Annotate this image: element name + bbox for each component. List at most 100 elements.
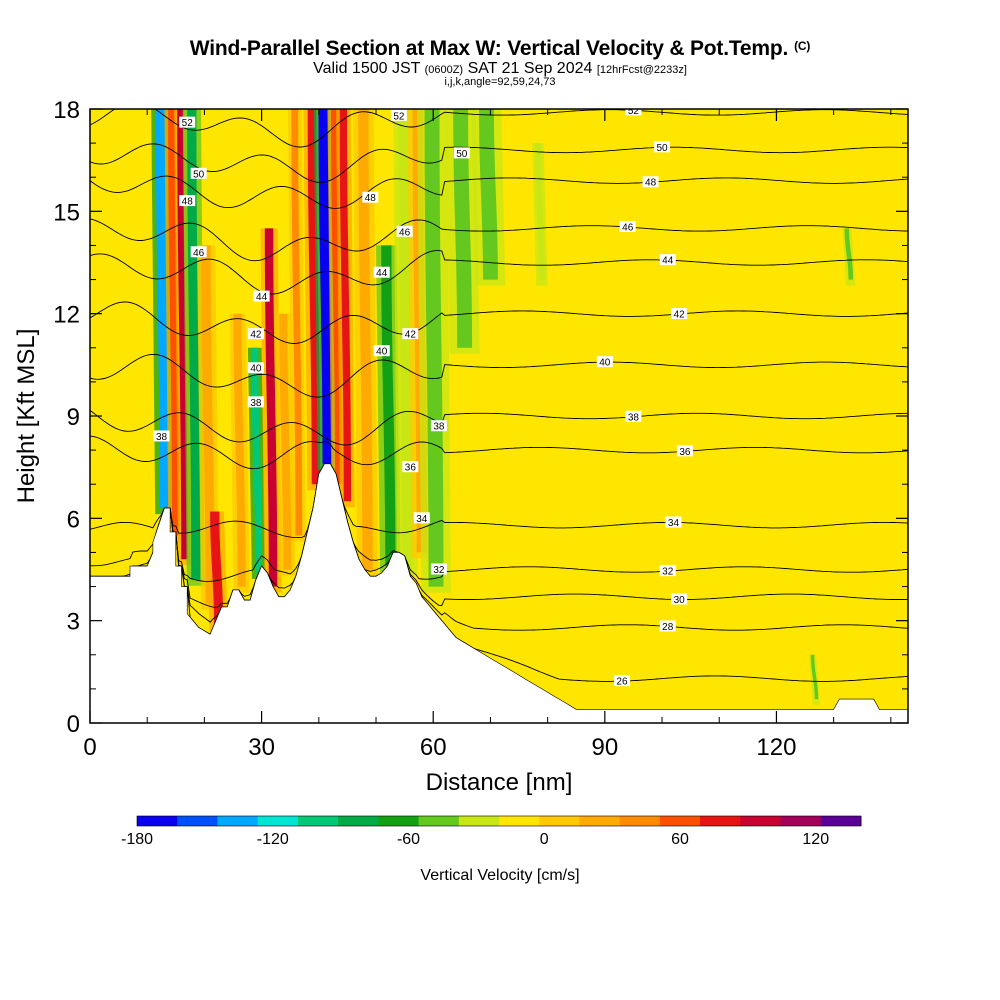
contour-label-text: 44	[376, 268, 388, 279]
x-tick-label: 90	[591, 734, 618, 761]
chart-title-text: Wind-Parallel Section at Max W: Vertical…	[189, 37, 789, 60]
colorbar-tick-label: -60	[397, 831, 420, 848]
contour-label-bg	[362, 191, 379, 203]
chart-subtitle: Valid 1500 JST (0600Z) SAT 21 Sep 2024 […	[0, 60, 1000, 78]
colorbar-swatch	[700, 816, 741, 826]
velocity-column	[210, 511, 224, 628]
velocity-column	[177, 109, 188, 560]
contour-label: 48	[179, 195, 196, 208]
velocity-column	[318, 109, 333, 464]
velocity-column	[844, 228, 854, 280]
contour-label: 36	[676, 445, 693, 458]
x-axis-title: Distance [nm]	[426, 769, 573, 796]
colorbar-tick-label: -120	[257, 831, 289, 848]
contour-label: 38	[625, 410, 642, 423]
contour-labels: 26 28 30 32 34 36 38 40 42 44 46 48 50 52 52 50 48 46 44 42…	[153, 106, 693, 688]
contour-label-bg	[402, 461, 419, 473]
colorbar-swatch	[619, 816, 661, 826]
contour-label: 46	[396, 225, 413, 238]
contour-label: 44	[373, 266, 390, 279]
forecast-info: [12hrFcst@2233z]	[596, 64, 687, 76]
y-axis-title: Height [Kft MSL]	[13, 329, 40, 504]
contour-label-text: 48	[645, 178, 657, 189]
contour-label-bg	[179, 116, 196, 128]
x-tick-label: 60	[420, 734, 447, 761]
contour-label-bg	[190, 167, 207, 179]
theta-contour-48	[90, 175, 908, 209]
velocity-column	[168, 109, 180, 536]
contour-label: 34	[413, 512, 430, 525]
contour-label: 48	[362, 191, 379, 204]
colorbar-border	[136, 815, 862, 827]
valid-zulu: (0600Z)	[424, 64, 464, 76]
copyright-mark: (C)	[794, 39, 811, 53]
contour-label: 38	[153, 430, 170, 443]
contour-label-text: 50	[456, 149, 468, 160]
theta-contour-36	[90, 435, 908, 470]
y-tick-label: 9	[67, 404, 80, 431]
contour-label-text: 48	[182, 197, 194, 208]
valid-time: Valid 1500 JST	[313, 60, 421, 77]
colorbar-tick-label: 0	[540, 831, 549, 848]
velocity-column	[810, 654, 819, 700]
contour-label: 32	[430, 563, 447, 576]
theta-contour-52	[90, 109, 908, 148]
y-tick-label: 0	[67, 711, 80, 738]
contour-label-bg	[671, 593, 688, 605]
contour-label-text: 34	[416, 514, 428, 525]
contour-label-bg	[190, 246, 207, 258]
contour-label-bg	[676, 445, 693, 457]
theta-contour-34	[90, 463, 908, 539]
contour-label-text: 52	[628, 106, 640, 117]
colorbar: -180 -120 -60 0 60 120	[121, 815, 862, 848]
contour-label-text: 40	[376, 347, 388, 358]
theta-contour-30	[90, 463, 908, 609]
contour-label-bg	[659, 565, 676, 577]
colorbar-swatch	[539, 816, 580, 826]
contour-label-text: 40	[599, 358, 611, 369]
chart-title: Wind-Parallel Section at Max W: Vertical…	[0, 37, 1000, 61]
contour-label-text: 44	[662, 256, 674, 267]
contour-label: 42	[671, 308, 688, 321]
contour-label-bg	[373, 345, 390, 357]
velocity-column	[566, 109, 594, 689]
contour-label: 50	[190, 167, 207, 180]
contour-label-bg	[247, 396, 264, 408]
velocity-column	[187, 109, 201, 580]
velocity-column	[479, 109, 498, 280]
contour-label-bg	[659, 254, 676, 266]
contour-label: 52	[625, 106, 642, 117]
contour-label-bg	[396, 225, 413, 237]
velocity-column	[155, 109, 169, 509]
colorbar-swatch	[217, 816, 259, 826]
colorbar-swatch	[338, 816, 379, 826]
velocity-column	[775, 381, 797, 519]
colorbar-tick-label: -180	[121, 831, 153, 848]
contour-label: 26	[613, 675, 630, 688]
contour-label-text: 32	[433, 565, 445, 576]
contour-label: 40	[247, 362, 264, 375]
contour-label-text: 50	[193, 169, 205, 180]
contour-label-bg	[659, 620, 676, 632]
contour-label-text: 42	[250, 330, 262, 341]
colorbar-swatch	[177, 816, 218, 826]
contour-label: 40	[596, 356, 613, 369]
contour-label-bg	[430, 420, 447, 432]
theta-contour-40	[90, 353, 908, 398]
velocity-column	[826, 586, 848, 689]
contour-label: 34	[665, 516, 682, 529]
contour-label-bg	[247, 328, 264, 340]
y-tick-label: 6	[67, 506, 80, 533]
contour-label-text: 38	[250, 398, 262, 409]
velocity-column	[291, 109, 303, 536]
x-tick-label: 30	[248, 734, 275, 761]
contour-label-text: 46	[399, 227, 411, 238]
valid-date: SAT 21 Sep 2024	[467, 60, 593, 77]
contour-label-text: 26	[616, 677, 628, 688]
colorbar-tick-label: 60	[671, 831, 689, 848]
colorbar-swatch	[458, 816, 500, 826]
colorbar-swatch	[780, 816, 822, 826]
theta-contour-32	[90, 463, 908, 582]
